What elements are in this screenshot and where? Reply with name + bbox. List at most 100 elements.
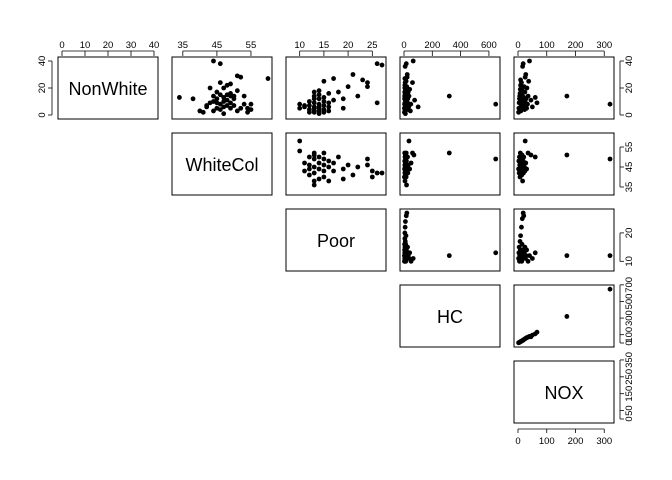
point-NonWhite-WhiteCol-0: [177, 95, 182, 100]
point-Poor-NOX-28: [564, 253, 570, 259]
point-NonWhite-WhiteCol-6: [207, 85, 213, 91]
point-NonWhite-HC-41: [415, 104, 421, 110]
point-Poor-NOX-26: [529, 256, 535, 261]
right-tick-label-NonWhite-0: 0: [624, 112, 635, 117]
point-NonWhite-HC-15: [403, 111, 408, 117]
point-Poor-HC-29: [407, 250, 413, 256]
point-WhiteCol-Poor-32: [345, 162, 351, 168]
right-tick-label-HC-3: 500: [624, 294, 635, 310]
top-tick-label-NonWhite-0: 0: [59, 40, 64, 51]
point-WhiteCol-Poor-5: [306, 162, 312, 168]
top-tick-label-HC-0: 0: [401, 40, 406, 51]
point-WhiteCol-Poor-20: [321, 156, 327, 162]
bottom-tick-label-NOX-0: 0: [515, 436, 520, 447]
point-NonWhite-WhiteCol-39: [234, 108, 240, 114]
point-NonWhite-Poor-30: [326, 104, 332, 110]
point-NonWhite-Poor-44: [365, 80, 370, 85]
point-WhiteCol-NOX-27: [564, 152, 570, 158]
point-NonWhite-WhiteCol-20: [217, 92, 223, 98]
point-WhiteCol-Poor-12: [311, 170, 317, 176]
point-Poor-HC-11: [402, 224, 408, 230]
panel-NOX-NOX: [513, 360, 615, 424]
point-NonWhite-Poor-38: [340, 105, 346, 111]
right-tick-label-WhiteCol-2: 55: [624, 142, 635, 153]
point-NonWhite-WhiteCol-33: [228, 91, 233, 96]
point-NonWhite-Poor-40: [350, 72, 356, 77]
point-NonWhite-NOX-35: [529, 104, 535, 110]
point-WhiteCol-HC-22: [405, 154, 410, 160]
point-NonWhite-HC-21: [403, 78, 409, 84]
point-NonWhite-WhiteCol-23: [221, 95, 227, 100]
point-Poor-NOX-23: [524, 247, 530, 253]
right-tick-label-HC-2: 300: [624, 310, 635, 326]
panel-HC-NOX: [513, 284, 615, 348]
point-Poor-NOX-29: [607, 253, 613, 259]
point-NonWhite-NOX-38: [564, 93, 570, 99]
point-NonWhite-WhiteCol-44: [241, 93, 247, 99]
point-WhiteCol-Poor-4: [306, 154, 312, 160]
right-tick-label-NOX-0: 0: [624, 416, 635, 421]
point-Poor-NOX-24: [525, 258, 531, 264]
diagonal-label-NonWhite: NonWhite: [68, 79, 147, 99]
point-NonWhite-Poor-27: [321, 109, 327, 115]
point-NonWhite-HC-36: [407, 108, 413, 114]
point-NonWhite-HC-42: [446, 93, 452, 99]
panel-WhiteCol-WhiteCol: [171, 132, 273, 196]
point-NonWhite-WhiteCol-30: [228, 100, 233, 106]
point-NonWhite-NOX-31: [525, 93, 531, 99]
point-WhiteCol-HC-25: [406, 138, 412, 144]
point-WhiteCol-Poor-7: [306, 172, 312, 178]
point-NonWhite-HC-35: [407, 86, 413, 92]
point-NonWhite-HC-34: [406, 93, 412, 99]
point-NonWhite-Poor-37: [340, 96, 346, 102]
panel-Poor-HC: [399, 208, 501, 272]
top-tick-label-WhiteCol-1: 45: [212, 40, 223, 51]
point-NonWhite-WhiteCol-19: [217, 80, 223, 85]
point-Poor-NOX-10: [519, 224, 524, 230]
right-tick-label-HC-0: 0: [624, 340, 635, 345]
top-tick-label-NonWhite-2: 20: [103, 40, 114, 51]
point-Poor-HC-33: [493, 250, 499, 256]
diagonal-label-NOX: NOX: [544, 383, 583, 403]
diagonal-label-HC: HC: [437, 307, 463, 327]
point-NonWhite-WhiteCol-40: [234, 88, 240, 94]
point-NonWhite-WhiteCol-46: [245, 109, 250, 115]
panel-WhiteCol-Poor: [285, 132, 387, 196]
panel-NonWhite-NOX: [513, 56, 615, 120]
point-NonWhite-WhiteCol-36: [231, 96, 237, 102]
point-NonWhite-WhiteCol-49: [265, 76, 271, 81]
point-WhiteCol-Poor-24: [326, 158, 332, 164]
point-WhiteCol-NOX-23: [524, 166, 530, 172]
bottom-tick-label-NOX-1: 100: [539, 436, 555, 447]
point-NonWhite-WhiteCol-26: [224, 103, 230, 108]
point-NonWhite-Poor-41: [355, 93, 361, 99]
top-tick-label-NOX-3: 300: [596, 40, 612, 51]
right-tick-label-WhiteCol-0: 35: [624, 182, 635, 193]
point-NonWhite-Poor-20: [316, 111, 322, 117]
point-NonWhite-Poor-29: [321, 78, 327, 84]
point-WhiteCol-Poor-25: [326, 164, 332, 170]
right-tick-label-HC-4: 700: [624, 277, 635, 293]
point-WhiteCol-HC-23: [405, 170, 411, 176]
point-NonWhite-WhiteCol-31: [228, 105, 233, 111]
point-NonWhite-Poor-6: [306, 107, 312, 112]
point-NonWhite-Poor-11: [311, 105, 317, 111]
point-WhiteCol-Poor-9: [311, 150, 317, 156]
point-NonWhite-Poor-39: [345, 84, 351, 90]
point-NonWhite-HC-40: [412, 97, 418, 103]
point-NonWhite-Poor-28: [321, 95, 327, 100]
point-WhiteCol-Poor-3: [302, 168, 307, 174]
bottom-tick-label-NOX-3: 300: [596, 436, 612, 447]
point-WhiteCol-Poor-39: [374, 170, 380, 176]
point-NonWhite-Poor-3: [302, 104, 307, 110]
left-tick-label-NonWhite-2: 40: [37, 56, 48, 67]
point-WhiteCol-NOX-28: [607, 156, 613, 162]
point-WhiteCol-Poor-23: [321, 174, 327, 180]
panel-HC-HC: [399, 284, 501, 348]
point-NonWhite-WhiteCol-11: [211, 58, 216, 64]
point-NonWhite-WhiteCol-28: [224, 97, 230, 103]
point-WhiteCol-Poor-15: [316, 154, 322, 160]
point-WhiteCol-Poor-19: [321, 150, 327, 156]
point-NonWhite-Poor-32: [326, 91, 332, 96]
